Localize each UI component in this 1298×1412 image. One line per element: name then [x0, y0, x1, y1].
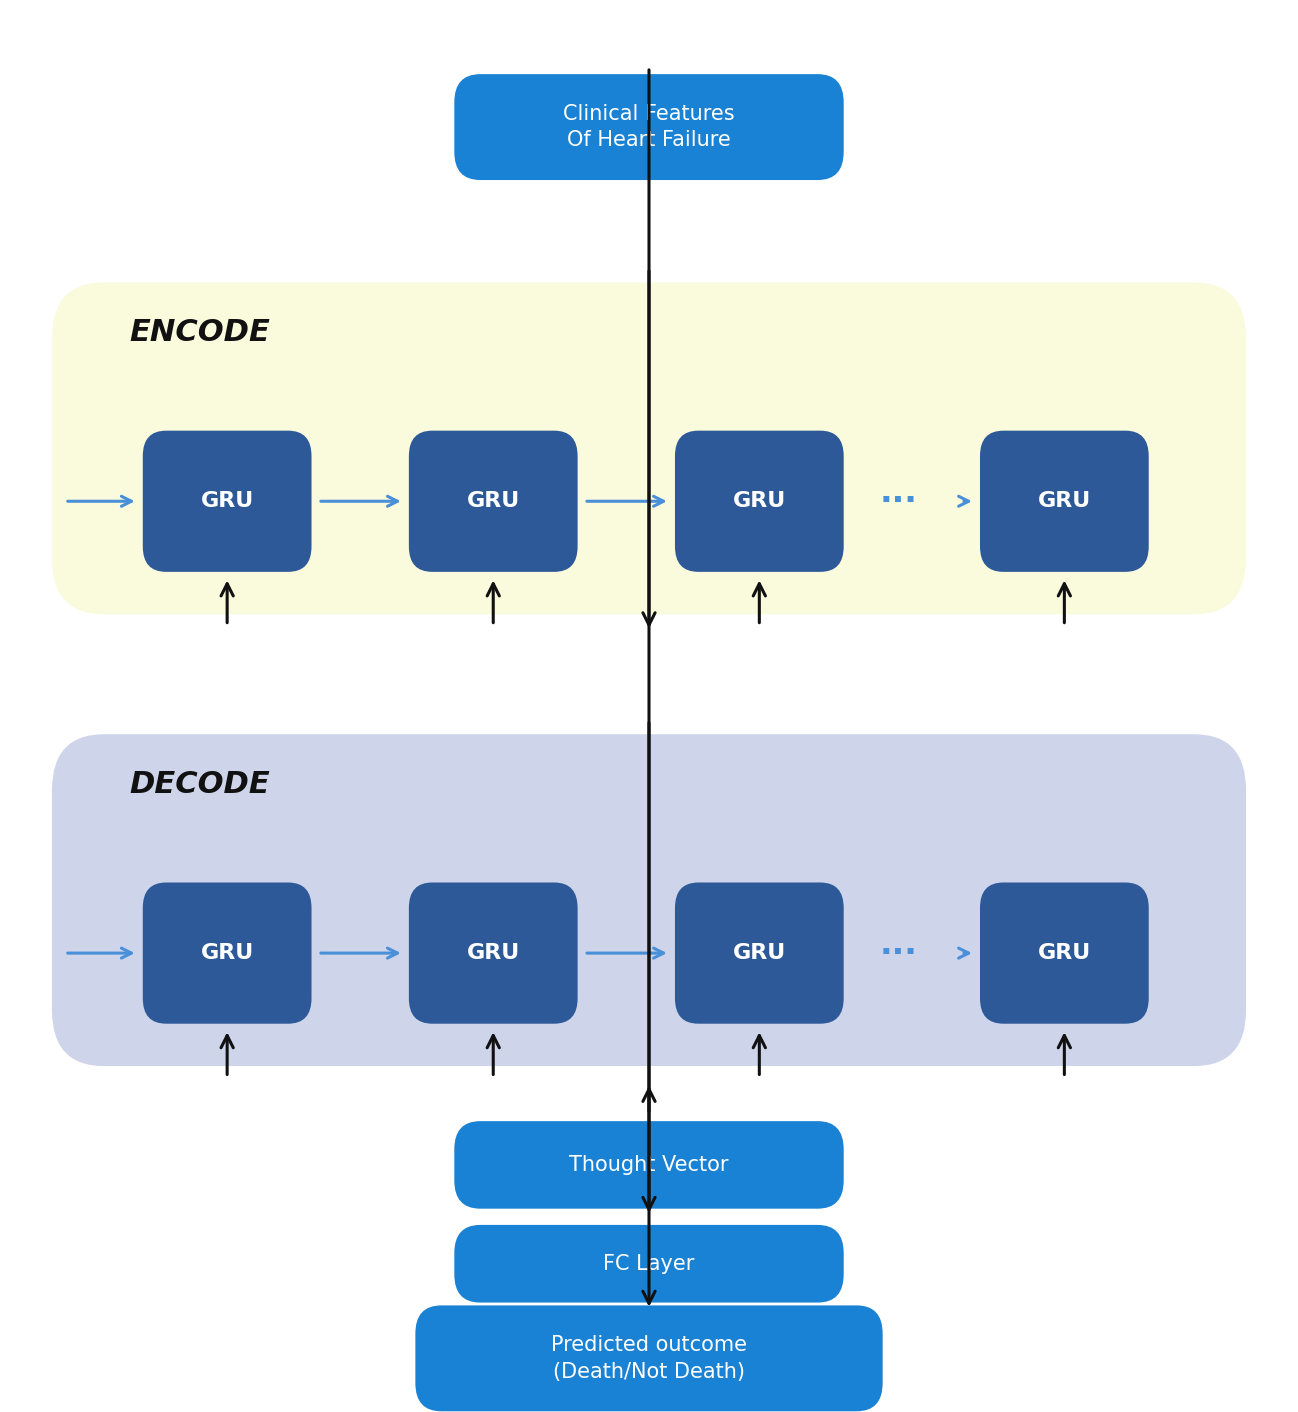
- Text: GRU: GRU: [200, 491, 254, 511]
- Text: ···: ···: [880, 484, 918, 518]
- Text: GRU: GRU: [1037, 943, 1092, 963]
- Text: GRU: GRU: [466, 943, 520, 963]
- Text: GRU: GRU: [732, 943, 787, 963]
- Text: DECODE: DECODE: [130, 770, 270, 799]
- FancyBboxPatch shape: [143, 882, 312, 1024]
- Text: ENCODE: ENCODE: [130, 318, 271, 347]
- FancyBboxPatch shape: [409, 431, 578, 572]
- FancyBboxPatch shape: [454, 73, 844, 179]
- Text: GRU: GRU: [1037, 491, 1092, 511]
- FancyBboxPatch shape: [675, 882, 844, 1024]
- FancyBboxPatch shape: [980, 882, 1149, 1024]
- FancyBboxPatch shape: [52, 734, 1246, 1066]
- FancyBboxPatch shape: [454, 1224, 844, 1302]
- FancyBboxPatch shape: [415, 1305, 883, 1412]
- FancyBboxPatch shape: [675, 431, 844, 572]
- Text: Predicted outcome
(Death/Not Death): Predicted outcome (Death/Not Death): [550, 1336, 748, 1381]
- Text: GRU: GRU: [732, 491, 787, 511]
- Text: ···: ···: [880, 936, 918, 970]
- Text: Thought Vector: Thought Vector: [570, 1155, 728, 1175]
- Text: FC Layer: FC Layer: [604, 1254, 694, 1274]
- FancyBboxPatch shape: [980, 431, 1149, 572]
- Text: GRU: GRU: [200, 943, 254, 963]
- Text: Clinical Features
Of Heart Failure: Clinical Features Of Heart Failure: [563, 104, 735, 150]
- FancyBboxPatch shape: [454, 1121, 844, 1209]
- FancyBboxPatch shape: [52, 282, 1246, 614]
- FancyBboxPatch shape: [409, 882, 578, 1024]
- Text: GRU: GRU: [466, 491, 520, 511]
- FancyBboxPatch shape: [143, 431, 312, 572]
